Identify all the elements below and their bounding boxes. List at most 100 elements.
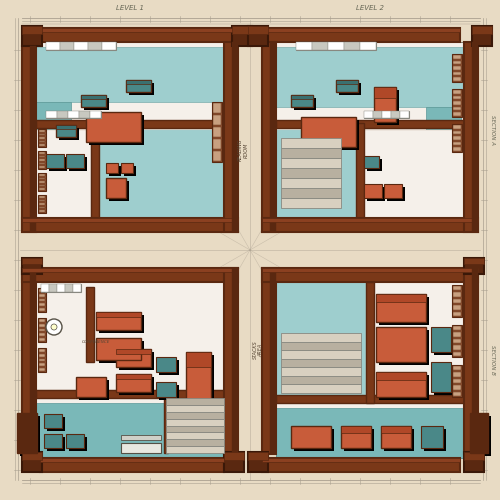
Bar [376, 327, 426, 362]
Bar [164, 398, 168, 453]
Bar [49, 284, 57, 292]
Bar [86, 112, 141, 142]
Bar [38, 173, 46, 191]
Bar [99, 130, 224, 218]
Bar [116, 374, 151, 392]
Bar [453, 78, 461, 81]
Bar [381, 426, 411, 448]
Bar [36, 390, 224, 398]
Bar [22, 218, 238, 232]
Bar [39, 141, 45, 142]
Bar [453, 72, 461, 76]
Bar [22, 258, 42, 264]
Bar [22, 268, 36, 454]
Bar [472, 26, 492, 46]
Bar [426, 107, 461, 218]
Bar [22, 46, 36, 232]
Bar [248, 452, 268, 460]
Bar [156, 357, 176, 372]
Bar [38, 288, 46, 312]
Bar [248, 26, 268, 34]
Bar [453, 101, 461, 105]
Bar [39, 159, 45, 161]
Bar [126, 80, 151, 84]
Circle shape [51, 324, 57, 330]
Text: STACKS
AREA: STACKS AREA [252, 340, 264, 359]
Text: LEVEL 2: LEVEL 2 [356, 5, 384, 11]
Bar [22, 268, 238, 282]
Bar [291, 95, 313, 107]
Bar [384, 429, 414, 451]
Bar [106, 163, 118, 173]
Bar [166, 432, 224, 440]
Bar [262, 42, 276, 232]
Bar [470, 413, 488, 453]
Bar [39, 178, 45, 179]
Bar [96, 338, 141, 360]
Bar [86, 287, 94, 362]
Bar [387, 187, 405, 201]
Bar [384, 184, 402, 198]
Bar [341, 426, 371, 432]
Bar [46, 111, 57, 118]
Bar [89, 115, 144, 145]
Bar [22, 452, 42, 472]
Bar [379, 375, 429, 400]
Bar [376, 372, 426, 397]
Text: READING
ROOM: READING ROOM [238, 138, 248, 161]
Bar [76, 377, 106, 397]
Bar [156, 382, 176, 397]
Bar [431, 327, 451, 352]
Bar [69, 437, 87, 451]
Bar [453, 326, 461, 330]
Bar [336, 80, 358, 92]
Bar [276, 47, 464, 107]
Bar [36, 287, 74, 362]
Bar [166, 446, 224, 453]
Bar [453, 366, 461, 370]
Bar [262, 218, 478, 222]
Bar [22, 26, 42, 46]
Bar [49, 157, 67, 171]
Bar [39, 334, 45, 336]
Bar [291, 426, 331, 448]
Bar [88, 42, 102, 50]
Bar [66, 434, 84, 448]
Bar [339, 83, 361, 95]
Bar [453, 148, 461, 151]
Bar [109, 166, 121, 176]
Bar [22, 452, 42, 460]
Bar [57, 284, 65, 292]
Bar [74, 42, 88, 50]
Bar [434, 330, 454, 355]
Bar [453, 142, 461, 146]
Bar [121, 435, 161, 440]
Bar [453, 379, 461, 383]
Bar [373, 111, 382, 118]
Bar [36, 102, 71, 218]
Bar [44, 434, 62, 448]
Bar [36, 42, 224, 218]
Bar [91, 123, 99, 218]
Bar [464, 258, 484, 274]
Bar [59, 128, 79, 140]
Bar [281, 376, 361, 384]
Bar [262, 218, 478, 232]
Bar [44, 414, 62, 428]
Bar [189, 355, 214, 405]
Bar [281, 342, 361, 350]
Bar [39, 144, 45, 146]
Bar [376, 294, 426, 322]
Bar [391, 111, 400, 118]
Bar [121, 163, 133, 173]
Bar [434, 365, 454, 395]
Bar [41, 284, 81, 292]
Bar [68, 111, 79, 118]
Bar [47, 437, 65, 451]
Bar [374, 87, 396, 98]
Bar [453, 332, 461, 337]
Bar [46, 154, 64, 168]
Bar [40, 458, 224, 462]
Bar [248, 452, 268, 472]
Bar [39, 137, 45, 139]
